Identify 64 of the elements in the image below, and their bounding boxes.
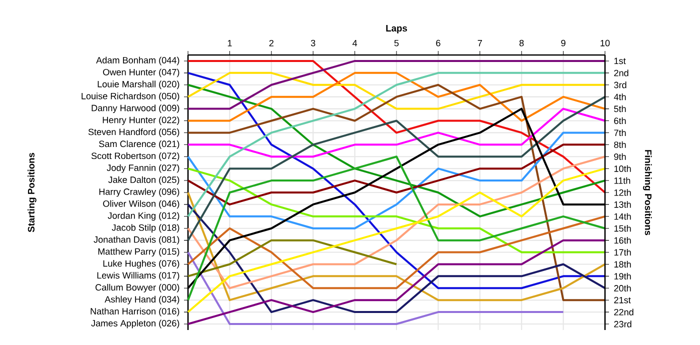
- y2-tick-label: 9th: [614, 153, 626, 160]
- x-tick-label: 4: [352, 40, 358, 46]
- text: Jake Dalton (025): [108, 176, 180, 185]
- y2-tick-label: 17th: [614, 248, 631, 256]
- text: Steven Handford (056): [88, 128, 180, 137]
- y2-tick-label: 12th: [614, 189, 631, 196]
- text: Jody Fannin (027): [106, 164, 180, 173]
- text: Henry Hunter (022): [102, 116, 180, 125]
- y2-tick-label: 19th: [614, 272, 631, 280]
- y2-tick-label: 14th: [614, 213, 631, 220]
- x-tick-label: 7: [478, 40, 482, 46]
- text: Jonathan Davis (081): [94, 236, 180, 245]
- y2-tick-label: 21st: [614, 296, 631, 304]
- y2-tick-label: 8th: [614, 141, 626, 148]
- y2-tick-label: 2nd: [614, 70, 628, 76]
- y2-tick-label: 13th: [614, 201, 631, 208]
- line-series: [187, 108, 606, 158]
- y2-tick-label: 11th: [614, 177, 630, 184]
- text: Adam Bonham (044): [96, 56, 180, 66]
- text: Danny Harwood (009): [92, 104, 180, 114]
- y2-tick-label: 15th: [614, 225, 631, 232]
- line-series: [187, 132, 606, 230]
- y2-tick-label: 1st: [614, 58, 626, 64]
- text: James Appleton (026): [91, 320, 180, 328]
- text: Ashley Hand (034): [104, 296, 180, 304]
- y2-tick-label: 16th: [614, 236, 631, 244]
- text: Starting Positions: [28, 152, 36, 232]
- x-tick-label: 9: [561, 40, 566, 46]
- text: Sam Clarence (021): [99, 140, 180, 149]
- y2-axis-title: Finishing Positions: [643, 150, 652, 236]
- text: Matthew Parry (015): [98, 248, 180, 256]
- line-series: [187, 72, 606, 122]
- y2-tick-label: 18th: [614, 260, 631, 268]
- text: Louise Richardson (050): [82, 92, 180, 102]
- y2-tick-label: 22nd: [614, 308, 634, 316]
- text: Callum Bowyer (000): [96, 284, 180, 292]
- y2-tick-label: 10th: [614, 165, 631, 172]
- x-tick-label: 2: [269, 40, 274, 46]
- x-tick-label: 8: [519, 40, 524, 46]
- y2-tick-label: 6th: [614, 117, 626, 124]
- x-axis-title: Laps: [386, 25, 408, 34]
- y2-tick-label: 4th: [614, 94, 626, 100]
- x-tick-label: 6: [436, 40, 440, 46]
- y2-tick-label: 23rd: [614, 320, 632, 328]
- y2-tick-label: 5th: [614, 105, 626, 112]
- text: Oliver Wilson (046): [103, 200, 180, 209]
- x-tick-label: 5: [394, 40, 399, 46]
- text: Louie Marshall (020): [98, 80, 180, 90]
- y2-tick-label: 20th: [614, 284, 631, 292]
- line-series: [187, 144, 606, 206]
- text: Harry Crawley (096): [99, 188, 180, 197]
- x-tick-label: 10: [600, 40, 610, 46]
- text: Luke Hughes (076): [103, 260, 180, 268]
- y2-tick-label: 7th: [614, 129, 626, 136]
- text: Lewis Williams (017): [97, 272, 180, 280]
- text: Jacob Stilp (018): [112, 224, 180, 233]
- x-tick-label: 1: [228, 40, 232, 46]
- y2-tick-label: 3rd: [614, 82, 626, 88]
- text: Nathan Harrison (016): [90, 308, 180, 316]
- text: Owen Hunter (047): [103, 68, 180, 78]
- x-tick-label: 3: [310, 40, 316, 46]
- text: Scott Robertson (072): [91, 152, 180, 161]
- line-series: [187, 239, 398, 278]
- text: Jordan King (012): [108, 212, 180, 221]
